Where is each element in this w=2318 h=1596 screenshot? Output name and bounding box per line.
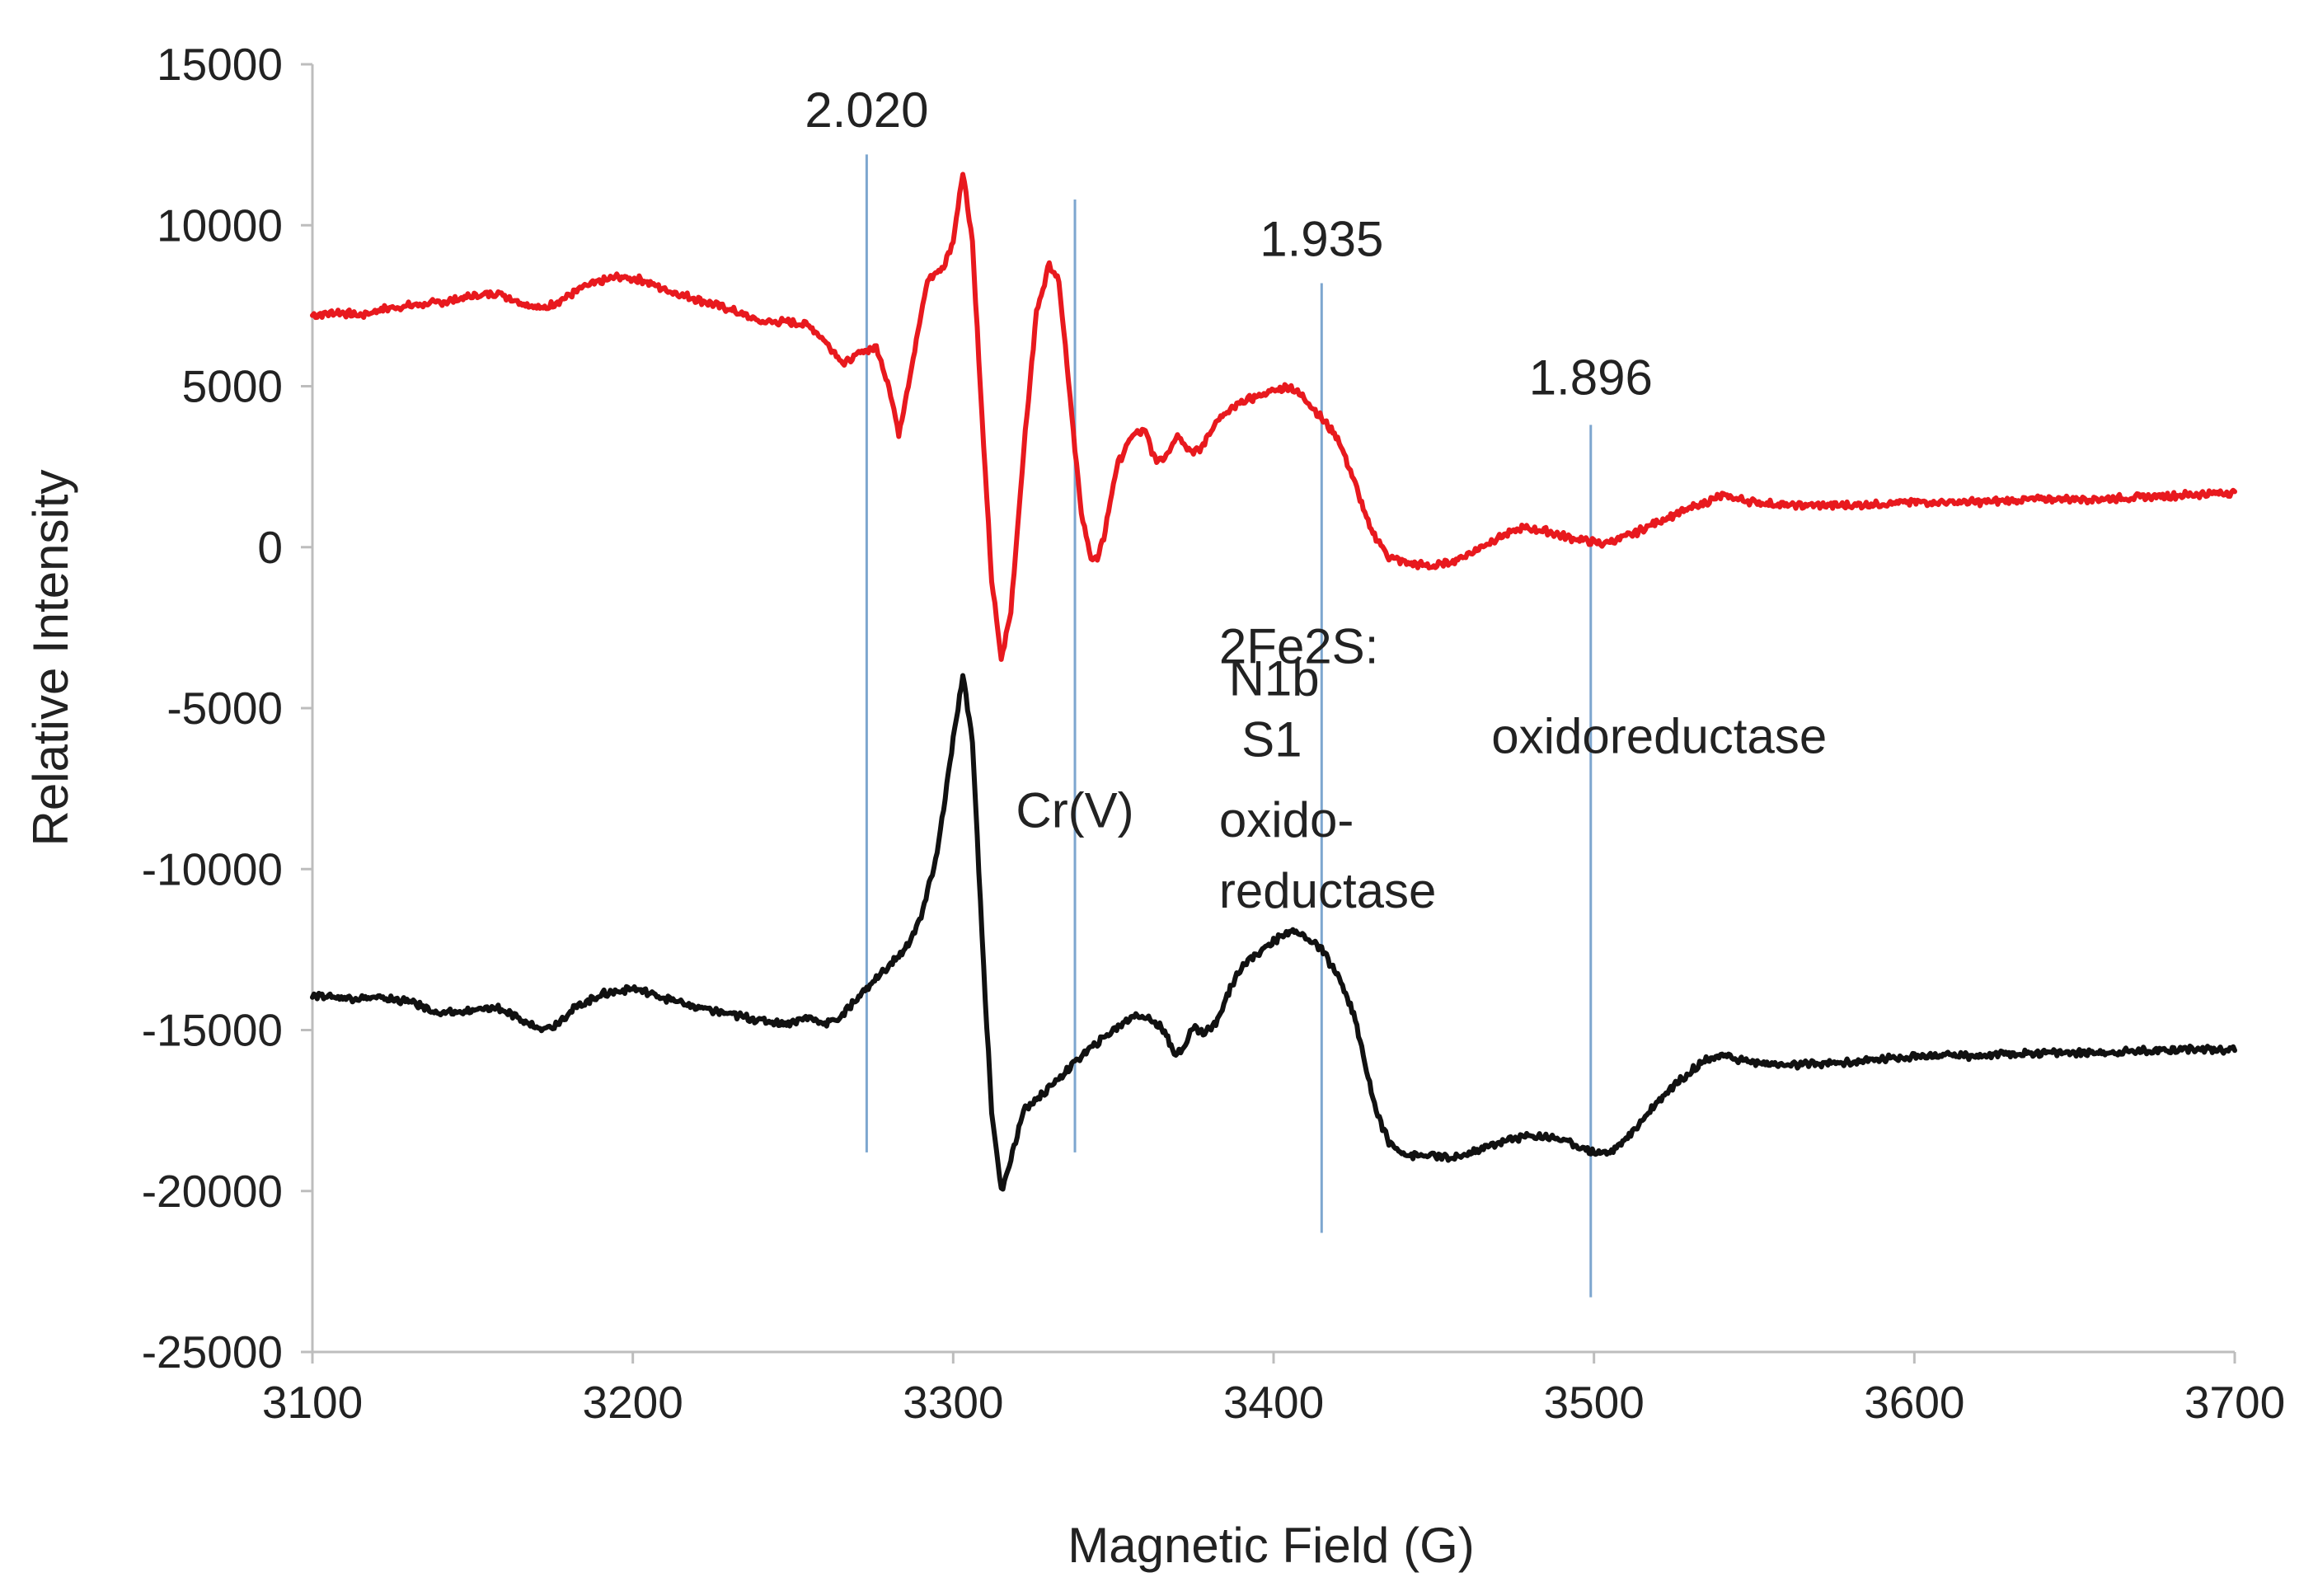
series-line-upper — [310, 171, 2237, 662]
x-tick-label: 3500 — [1543, 1377, 1644, 1428]
annotations: 2.020 1.935 1.896 Cr(V) 2Fe2S:N1b S1 oxido-red… — [805, 82, 1827, 918]
series-line-lower — [310, 673, 2237, 1192]
annotation-label: N1b — [1229, 650, 1320, 706]
y-tick-label: -5000 — [167, 683, 283, 734]
annotation-label: Cr(V) — [1016, 782, 1133, 838]
annotation-label: reductase — [1219, 863, 1437, 918]
annotation-label: 2Fe2S: — [1219, 618, 1378, 674]
x-axis-title: Magnetic Field (G) — [1068, 1518, 1474, 1573]
annotation-label: 1.896 — [1529, 350, 1653, 405]
x-tick-label: 3200 — [582, 1377, 683, 1428]
y-tick-label: 5000 — [182, 361, 283, 412]
x-tick-label: 3400 — [1223, 1377, 1324, 1428]
annotation-label: S1 — [1241, 712, 1302, 767]
x-tick-label: 3100 — [262, 1377, 363, 1428]
x-tick-label: 3700 — [2184, 1377, 2285, 1428]
y-tick-label: 15000 — [157, 39, 283, 90]
y-tick-label: 10000 — [157, 200, 283, 251]
annotation-label: 2.020 — [805, 82, 928, 138]
x-axis: 3100 3200 3300 3400 3500 3600 3700 — [262, 1350, 2285, 1428]
x-tick-label: 3600 — [1864, 1377, 1964, 1428]
y-tick-label: -20000 — [142, 1166, 283, 1217]
y-tick-label: -15000 — [142, 1005, 283, 1056]
annotation-label: oxidoreductase — [1491, 709, 1827, 764]
annotation-label: 1.935 — [1260, 211, 1383, 266]
y-axis: 15000 10000 5000 0 -5000 -10000 -15000 -20000 -2… — [142, 39, 314, 1378]
series-group — [310, 171, 2237, 1192]
annotation-label: oxido- — [1219, 792, 1354, 847]
y-tick-label: -10000 — [142, 843, 283, 894]
x-tick-label: 3300 — [903, 1377, 1003, 1428]
y-tick-label: -25000 — [142, 1326, 283, 1378]
y-tick-label: 0 — [257, 522, 283, 573]
y-axis-title: Relative Intensity — [23, 470, 78, 847]
